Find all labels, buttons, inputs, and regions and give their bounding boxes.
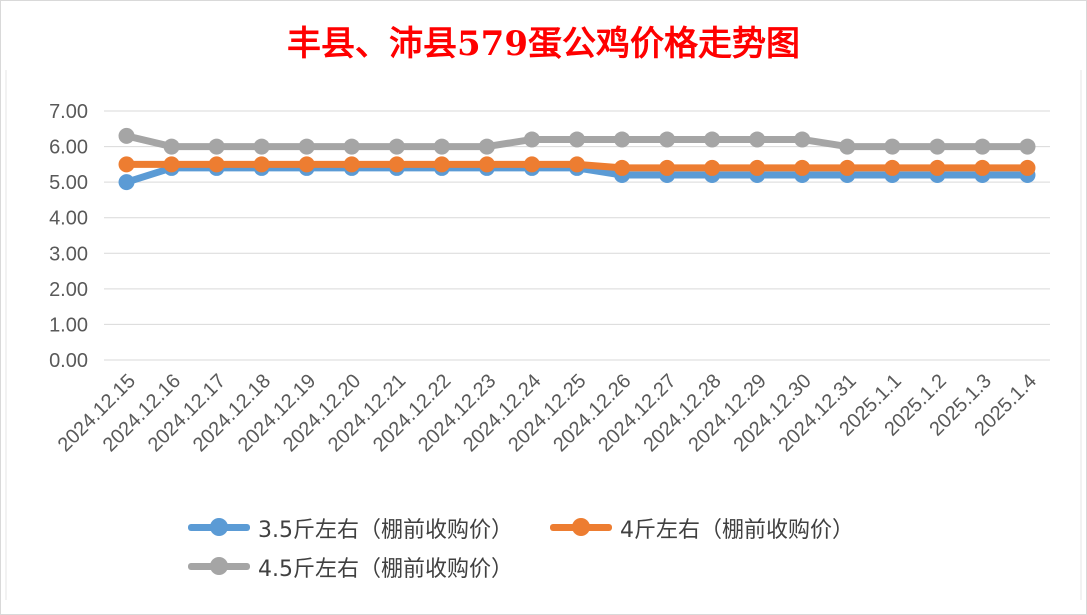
y-tick-label: 3.00: [49, 243, 88, 265]
data-point: [569, 131, 585, 148]
y-tick-label: 4.00: [49, 208, 88, 230]
data-point: [118, 174, 135, 191]
data-point: [839, 138, 856, 155]
data-point: [163, 156, 180, 173]
y-tick-label: 7.00: [49, 101, 88, 123]
data-point: [704, 159, 721, 176]
legend-item-series-3: 4.5斤左右（棚前收购价）: [186, 549, 513, 585]
x-axis-tick-labels: 2024.12.152024.12.162024.12.172024.12.18…: [54, 370, 1041, 456]
data-point: [704, 131, 721, 148]
data-point: [749, 131, 766, 148]
y-tick-label: 6.00: [49, 137, 88, 159]
data-point: [929, 159, 946, 176]
data-point: [659, 131, 676, 148]
legend-marker-series-2: [548, 510, 614, 546]
data-point: [343, 138, 360, 155]
series-lines: [118, 127, 1036, 191]
chart-title: 丰县、沛县579蛋公鸡价格走势图: [287, 24, 800, 64]
legend-item-series-2: 4斤左右（棚前收购价）: [548, 510, 854, 546]
data-point: [433, 156, 450, 173]
data-point: [478, 156, 495, 173]
data-point: [433, 138, 450, 155]
data-point: [208, 156, 225, 173]
legend-marker-series-3: [186, 549, 252, 585]
data-point: [569, 156, 585, 173]
y-tick-label: 0.00: [49, 350, 88, 372]
data-point: [1019, 138, 1036, 155]
legend-marker-series-1: [186, 510, 252, 546]
data-point: [974, 138, 991, 155]
data-point: [163, 138, 180, 155]
data-point: [298, 138, 315, 155]
data-point: [884, 138, 901, 155]
legend-label-series-2: 4斤左右（棚前收购价）: [620, 518, 854, 543]
legend-label-series-3: 4.5斤左右（棚前收购价）: [258, 557, 513, 582]
series-2: [118, 156, 1036, 176]
data-point: [523, 156, 540, 173]
series-3: [118, 127, 1036, 155]
y-tick-label: 1.00: [49, 314, 88, 336]
legend-item-series-1: 3.5斤左右（棚前收购价）: [186, 510, 513, 546]
data-point: [659, 159, 676, 176]
data-point: [1019, 159, 1036, 176]
data-point: [343, 156, 360, 173]
data-point: [388, 138, 405, 155]
data-point: [749, 159, 766, 176]
data-point: [839, 159, 856, 176]
data-point: [253, 138, 270, 155]
y-axis-tick-labels: 0.00 1.00 2.00 3.00 4.00 5.00 6.00 7.00: [49, 101, 88, 372]
data-point: [523, 131, 540, 148]
data-point: [884, 159, 901, 176]
data-point: [478, 138, 495, 155]
data-point: [794, 159, 811, 176]
data-point: [118, 156, 135, 173]
y-tick-label: 2.00: [49, 279, 88, 301]
data-point: [614, 131, 631, 148]
data-point: [974, 159, 991, 176]
legend-label-series-1: 3.5斤左右（棚前收购价）: [258, 518, 513, 543]
data-point: [118, 127, 135, 144]
data-point: [614, 159, 631, 176]
data-point: [794, 131, 811, 148]
data-point: [929, 138, 946, 155]
data-point: [388, 156, 405, 173]
y-tick-label: 5.00: [49, 172, 88, 194]
data-point: [298, 156, 315, 173]
data-point: [253, 156, 270, 173]
data-point: [208, 138, 225, 155]
